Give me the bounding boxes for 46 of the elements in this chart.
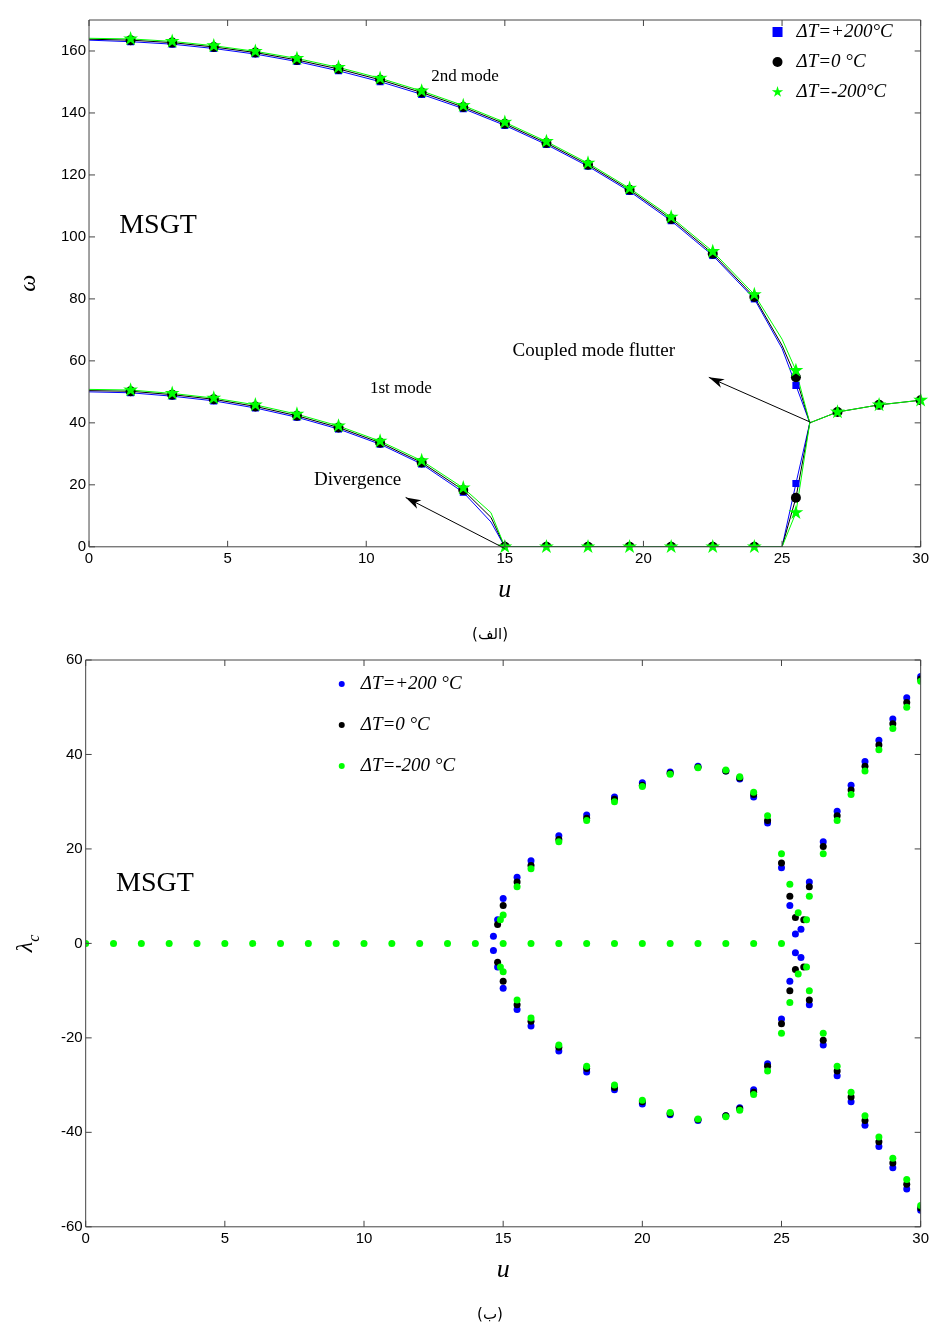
x-tick-label: 10	[355, 1228, 373, 1246]
annotation: MSGT	[116, 865, 194, 897]
annotation: 1st mode	[369, 378, 432, 398]
y-tick-label: 60	[65, 650, 83, 668]
y-axis-title: λc	[10, 934, 42, 954]
legend-label: ΔT=-200 °C	[359, 754, 456, 775]
annotation: 2nd mode	[431, 65, 499, 85]
y-tick-label: 140	[61, 103, 87, 121]
y-tick-label: 0	[74, 933, 83, 951]
annotation: Divergence	[314, 468, 402, 490]
x-tick-label: 20	[635, 548, 652, 566]
x-tick-label: 25	[773, 548, 791, 566]
y-tick-label: 0	[77, 536, 87, 554]
x-tick-label: 25	[773, 1228, 790, 1246]
y-tick-label: 120	[61, 165, 87, 183]
y-tick-label: 40	[65, 744, 83, 762]
text: (ب)	[477, 1304, 503, 1323]
y-tick-label: 160	[61, 41, 87, 59]
x-tick-label: 5	[220, 1228, 230, 1246]
y-tick-label: 40	[69, 412, 87, 430]
legend-label: ΔT=-200°C	[795, 80, 887, 101]
annotation: Coupled mode flutter	[512, 339, 676, 361]
y-tick-label: 20	[69, 474, 87, 492]
text: (الف)	[472, 624, 508, 643]
y-tick-label: 80	[69, 289, 87, 307]
y-tick-label: -40	[60, 1122, 83, 1140]
y-tick-label: 20	[65, 839, 83, 857]
x-tick-label: 5	[223, 548, 232, 566]
annotation: MSGT	[119, 207, 197, 239]
y-tick-label: 100	[61, 227, 87, 245]
x-axis-title: u	[496, 1254, 510, 1284]
legend-label: ΔT=0 °C	[359, 713, 431, 734]
y-axis-title: ω	[14, 274, 41, 292]
x-tick-label: 15	[496, 548, 514, 566]
x-axis-title: u	[498, 574, 512, 604]
legend-label: ΔT=0 °C	[795, 50, 866, 71]
y-tick-label: 60	[69, 351, 87, 369]
x-tick-label: 20	[633, 1228, 651, 1246]
legend-label: ΔT=+200 °C	[359, 672, 462, 693]
y-tick-label: -60	[60, 1216, 83, 1234]
x-tick-label: 15	[494, 1228, 512, 1246]
legend-label: ΔT=+200°C	[795, 20, 893, 41]
y-tick-label: -20	[60, 1028, 83, 1046]
x-tick-label: 30	[912, 1228, 929, 1246]
x-tick-label: 30	[912, 548, 929, 566]
x-tick-label: 10	[357, 548, 375, 566]
